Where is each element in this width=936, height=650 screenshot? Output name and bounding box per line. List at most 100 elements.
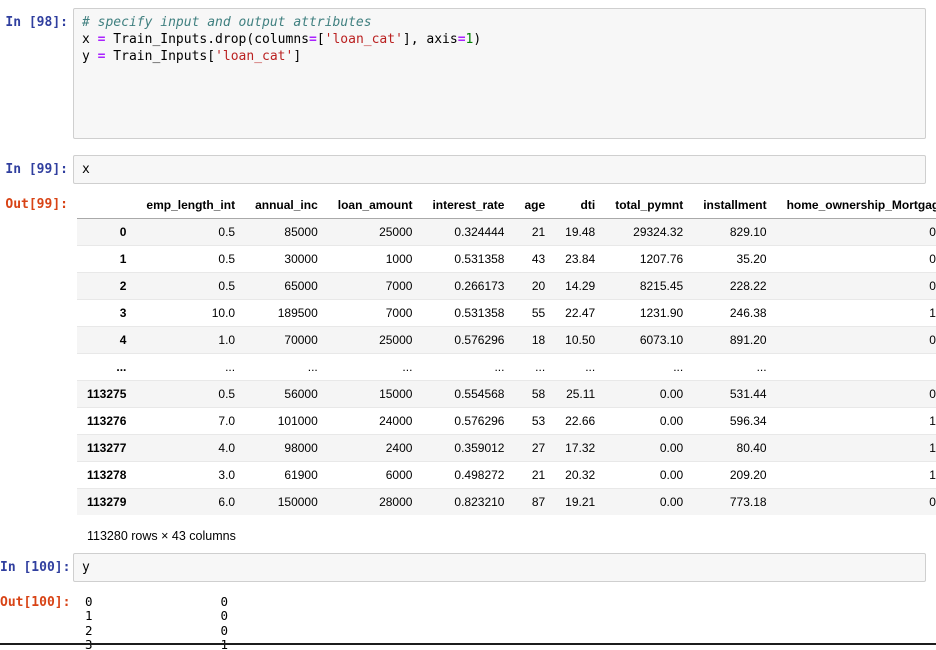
table-cell: 0.0 xyxy=(776,218,936,246)
table-cell: 10.50 xyxy=(555,326,606,354)
table-cell: 21 xyxy=(514,461,556,489)
table-row: 113276 7.0 101000 24000 0.576296 53 22.66 0.00 5… xyxy=(77,407,936,435)
code-line xyxy=(82,99,917,116)
table-cell: 65000 xyxy=(245,272,328,300)
table-cell: 25000 xyxy=(327,218,423,246)
code-editor-98[interactable]: # specify input and output attributes x =… xyxy=(73,8,926,139)
code-area: x xyxy=(82,161,917,178)
table-row: 0 0.5 85000 25000 0.324444 21 19.48 29324.32 829… xyxy=(77,218,936,246)
column-header: emp_length_int xyxy=(136,192,246,219)
table-cell: 10.0 xyxy=(136,299,246,327)
table-cell: 70000 xyxy=(245,326,328,354)
table-cell: 3.0 xyxy=(136,461,246,489)
table-cell: 1207.76 xyxy=(605,245,694,273)
column-header: dti xyxy=(555,192,606,219)
column-header: installment xyxy=(693,192,777,219)
table-row: 2 0.5 65000 7000 0.266173 20 14.29 8215.45 228.2… xyxy=(77,272,936,300)
table-row: 113278 3.0 61900 6000 0.498272 21 20.32 0.00 209… xyxy=(77,461,936,489)
table-cell: 1.0 xyxy=(776,461,936,489)
table-cell: 85000 xyxy=(245,218,328,246)
row-index: ... xyxy=(77,353,137,381)
table-row: 1 0.5 30000 1000 0.531358 43 23.84 1207.76 35.20… xyxy=(77,245,936,273)
code-line: # specify input and output attributes xyxy=(82,15,372,30)
table-cell: 56000 xyxy=(245,380,328,408)
table-cell: 1.0 xyxy=(776,299,936,327)
table-cell: 0.00 xyxy=(605,407,694,435)
table-cell: 246.38 xyxy=(693,299,777,327)
table-cell: 0.5 xyxy=(136,245,246,273)
table-cell: 0.0 xyxy=(776,380,936,408)
column-header: annual_inc xyxy=(245,192,328,219)
table-cell: ... xyxy=(136,353,246,381)
code-line: x xyxy=(82,162,90,177)
table-cell: 0.531358 xyxy=(422,299,515,327)
table-cell: 0.00 xyxy=(605,461,694,489)
table-cell: 87 xyxy=(514,488,556,515)
table-cell: 1.0 xyxy=(776,434,936,462)
table-row: 4 1.0 70000 25000 0.576296 18 10.50 6073.10 891.… xyxy=(77,326,936,354)
dataframe-table: emp_length_int annual_inc loan_amount inter… xyxy=(77,192,936,515)
column-header: home_ownership_Mortgage xyxy=(776,192,936,219)
table-cell: 0.0 xyxy=(776,245,936,273)
output-cell-99: Out[99]: emp_length_int annual_inc loan_am… xyxy=(0,190,936,543)
code-editor-100[interactable]: y xyxy=(73,553,926,582)
table-cell: 8215.45 xyxy=(605,272,694,300)
table-cell: 22.47 xyxy=(555,299,606,327)
dataframe-shape-caption: 113280 rows × 43 columns xyxy=(87,529,236,543)
row-index: 113277 xyxy=(77,434,137,462)
table-cell: 0.266173 xyxy=(422,272,515,300)
table-cell: 25.11 xyxy=(555,380,606,408)
code-area: y xyxy=(82,559,917,576)
table-cell: 0.00 xyxy=(605,434,694,462)
table-cell: 1.0 xyxy=(776,407,936,435)
table-cell: 0.00 xyxy=(605,488,694,515)
table-row: .................................... xyxy=(77,353,936,381)
table-cell: 1.0 xyxy=(136,326,246,354)
table-cell: 24000 xyxy=(327,407,423,435)
input-prompt-100: In [100]: xyxy=(0,560,71,575)
table-cell: 53 xyxy=(514,407,556,435)
table-cell: 0.0 xyxy=(776,272,936,300)
table-cell: ... xyxy=(422,353,515,381)
table-cell: 55 xyxy=(514,299,556,327)
table-cell: 150000 xyxy=(245,488,328,515)
table-cell: 4.0 xyxy=(136,434,246,462)
table-cell: 20.32 xyxy=(555,461,606,489)
table-cell: 829.10 xyxy=(693,218,777,246)
code-editor-99[interactable]: x xyxy=(73,155,926,184)
row-index: 113278 xyxy=(77,461,137,489)
output-cell-100: Out[100]: 0 0 1 0 2 0 3 1 4 1 .. 113275 … xyxy=(0,588,936,650)
table-cell: 98000 xyxy=(245,434,328,462)
code-line: y xyxy=(82,560,90,575)
table-cell: 43 xyxy=(514,245,556,273)
table-cell: 6000 xyxy=(327,461,423,489)
table-cell: 0.0 xyxy=(776,488,936,515)
column-header: interest_rate xyxy=(422,192,515,219)
table-cell: 15000 xyxy=(327,380,423,408)
row-index: 113275 xyxy=(77,380,137,408)
series-text: 0 0 1 0 2 0 3 1 4 1 .. 113275 1 113276 1… xyxy=(85,594,228,650)
table-cell: 2400 xyxy=(327,434,423,462)
table-cell: 596.34 xyxy=(693,407,777,435)
column-header: total_pymnt xyxy=(605,192,694,219)
row-index: 4 xyxy=(77,326,137,354)
table-cell: 0.823210 xyxy=(422,488,515,515)
table-cell: 25000 xyxy=(327,326,423,354)
table-cell: 27 xyxy=(514,434,556,462)
dataframe-scroll-area[interactable]: emp_length_int annual_inc loan_amount inter… xyxy=(73,190,936,543)
column-header: age xyxy=(514,192,556,219)
table-cell: 0.531358 xyxy=(422,245,515,273)
table-cell: 14.29 xyxy=(555,272,606,300)
table-cell: 0.359012 xyxy=(422,434,515,462)
table-cell: 1000 xyxy=(327,245,423,273)
table-row: 113275 0.5 56000 15000 0.554568 58 25.11 0.00 53… xyxy=(77,380,936,408)
table-cell: 6073.10 xyxy=(605,326,694,354)
table-cell: 18 xyxy=(514,326,556,354)
table-cell: 0.5 xyxy=(136,218,246,246)
table-cell: ... xyxy=(555,353,606,381)
table-cell: 30000 xyxy=(245,245,328,273)
table-row: 113277 4.0 98000 2400 0.359012 27 17.32 0.00 80.… xyxy=(77,434,936,462)
table-row: 113279 6.0 150000 28000 0.823210 87 19.21 0.00 7… xyxy=(77,488,936,515)
table-cell: 6.0 xyxy=(136,488,246,515)
